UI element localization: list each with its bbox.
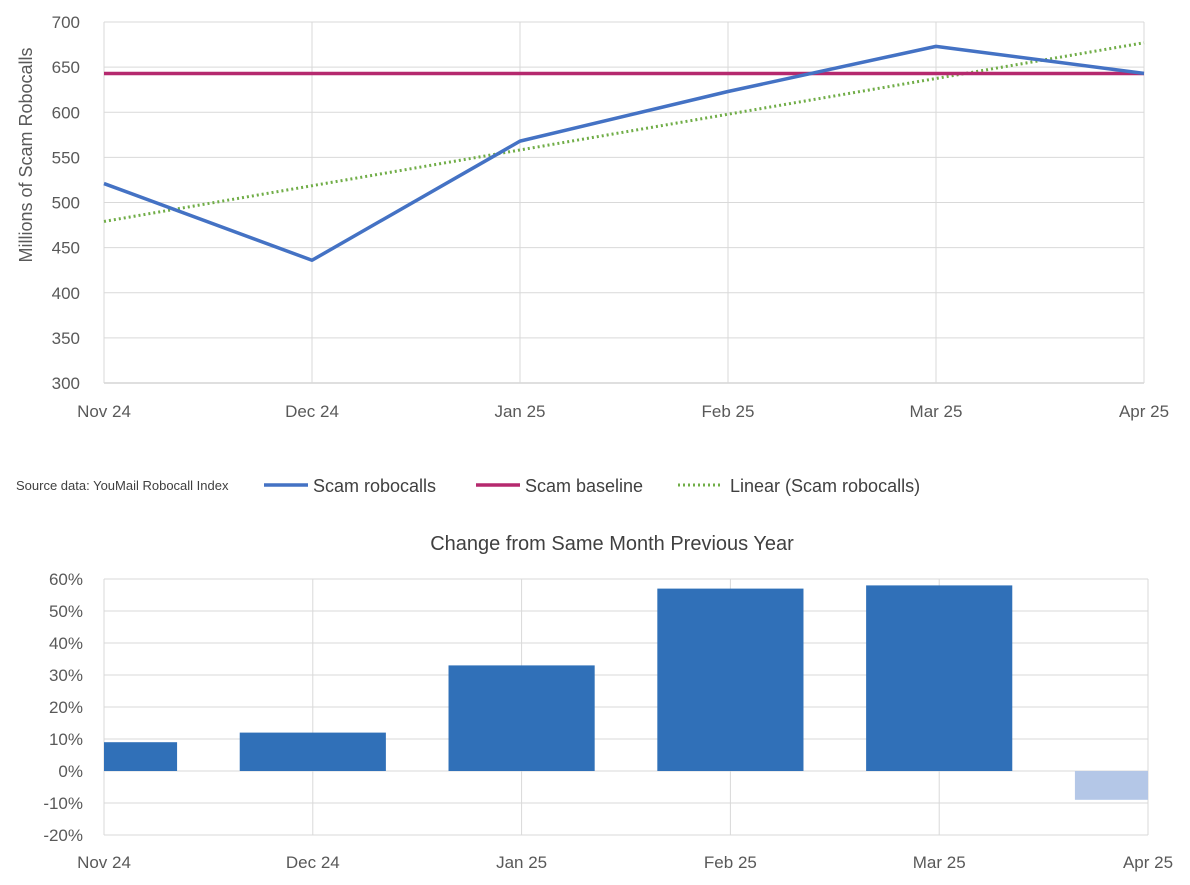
- bar-chart-y-tick-60: 60%: [49, 570, 83, 589]
- legend-label-linear-scam-robocalls: Linear (Scam robocalls): [730, 476, 920, 496]
- line-chart-y-tick-450: 450: [52, 239, 80, 258]
- line-chart-y-tick-650: 650: [52, 58, 80, 77]
- line-chart: 300 350 400 450 500 550 600 650 700 Nov 24 Dec 24…: [16, 13, 1169, 421]
- bar-chart-y-tick-20: -20%: [43, 826, 83, 845]
- line-chart-x-tick-labels: Nov 24 Dec 24 Jan 25 Feb 25 Mar 25 Apr 25: [77, 402, 1169, 421]
- series-line-scam-robocalls: [103, 44, 1145, 263]
- bar-chart-x-tick-dec-24: Dec 24: [286, 853, 340, 872]
- bar-chart-y-tick-10: 10%: [49, 730, 83, 749]
- line-chart-y-axis-title: Millions of Scam Robocalls: [16, 47, 36, 262]
- line-chart-x-tick-dec-24: Dec 24: [285, 402, 339, 421]
- bar-mar-25: [866, 585, 1013, 771]
- line-chart-x-tick-jan-25: Jan 25: [494, 402, 545, 421]
- bar-nov-24: [104, 742, 178, 771]
- line-chart-y-tick-550: 550: [52, 148, 80, 167]
- line-chart-gridlines: [103, 21, 1145, 384]
- line-chart-x-tick-feb-25: Feb 25: [702, 402, 755, 421]
- line-chart-y-tick-500: 500: [52, 194, 80, 213]
- bar-chart-y-tick-labels: -20% -10% 0% 10% 20% 30% 40% 50% 60%: [43, 570, 83, 845]
- bar-chart-y-tick-20: 20%: [49, 698, 83, 717]
- bar-chart-y-tick-40: 40%: [49, 634, 83, 653]
- bar-chart-x-tick-nov-24: Nov 24: [77, 853, 131, 872]
- bar-chart-x-tick-apr-25: Apr 25: [1123, 853, 1173, 872]
- bar-chart-y-tick-50: 50%: [49, 602, 83, 621]
- bar-feb-25: [657, 588, 804, 771]
- line-chart-x-tick-mar-25: Mar 25: [910, 402, 963, 421]
- line-chart-y-tick-600: 600: [52, 103, 80, 122]
- line-chart-y-tick-400: 400: [52, 284, 80, 303]
- bar-chart: Change from Same Month Previous Year -20…: [43, 533, 1173, 872]
- bar-chart-bars: [104, 585, 1148, 800]
- line-chart-y-tick-350: 350: [52, 329, 80, 348]
- line-chart-series: [103, 41, 1145, 263]
- line-chart-x-tick-nov-24: Nov 24: [77, 402, 131, 421]
- bar-dec-24: [239, 732, 386, 771]
- bar-chart-x-tick-jan-25: Jan 25: [496, 853, 547, 872]
- bar-apr-25: [1074, 771, 1148, 800]
- bar-chart-x-tick-feb-25: Feb 25: [704, 853, 757, 872]
- bar-chart-y-tick-10: -10%: [43, 794, 83, 813]
- line-chart-y-tick-700: 700: [52, 13, 80, 32]
- bar-chart-y-tick-0: 0%: [58, 762, 83, 781]
- legend-label-scam-robocalls: Scam robocalls: [313, 476, 436, 496]
- line-chart-y-tick-300: 300: [52, 374, 80, 393]
- bar-chart-title: Change from Same Month Previous Year: [430, 533, 794, 555]
- source-note: Source data: YouMail Robocall Index: [16, 478, 229, 493]
- bar-jan-25: [448, 665, 595, 771]
- series-line-linear-scam-robocalls: [103, 41, 1145, 223]
- bar-chart-x-tick-mar-25: Mar 25: [913, 853, 966, 872]
- line-chart-y-tick-labels: 300 350 400 450 500 550 600 650 700: [52, 13, 80, 393]
- bar-chart-y-tick-30: 30%: [49, 666, 83, 685]
- line-chart-x-tick-apr-25: Apr 25: [1119, 402, 1169, 421]
- bar-chart-x-tick-labels: Nov 24 Dec 24 Jan 25 Feb 25 Mar 25 Apr 25: [77, 853, 1173, 872]
- line-chart-legend: Scam robocalls Scam baseline Linear (Scam …: [264, 476, 920, 496]
- legend-label-scam-baseline: Scam baseline: [525, 476, 643, 496]
